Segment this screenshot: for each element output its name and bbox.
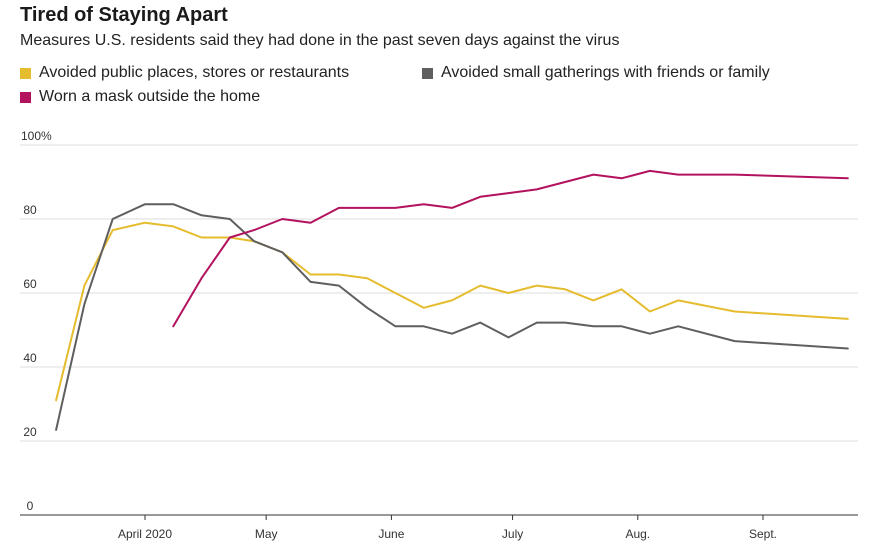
y-tick-label-100: 100%	[21, 129, 52, 143]
chart-title: Tired of Staying Apart	[20, 4, 228, 26]
y-tick-label-40: 40	[23, 351, 37, 365]
legend-swatch-small-gatherings	[422, 67, 433, 79]
y-tick-label-0: 0	[27, 499, 34, 513]
chart-series	[55, 169, 849, 431]
x-tick-label-2: June	[378, 527, 404, 541]
series-line-mask	[172, 169, 849, 328]
legend-swatch-public-places	[20, 67, 31, 79]
series-line-public-places	[55, 221, 849, 402]
legend-label-public-places: Avoided public places, stores or restaur…	[39, 64, 350, 81]
legend-item-small-gatherings: Avoided small gatherings with friends or…	[422, 64, 770, 82]
x-tick-label-3: July	[502, 527, 523, 541]
chart-legend: Avoided public places, stores or restaur…	[20, 64, 860, 112]
legend-label-small-gatherings: Avoided small gatherings with friends or…	[441, 64, 770, 81]
chart-axes: 100% 80 60 40 20 0 April 2020 May June July Aug. Se…	[20, 129, 858, 541]
chart-gridlines	[20, 144, 858, 442]
legend-item-public-places: Avoided public places, stores or restaur…	[20, 64, 349, 82]
legend-swatch-mask	[20, 91, 31, 103]
y-tick-label-80: 80	[23, 203, 37, 217]
y-tick-label-20: 20	[23, 425, 37, 439]
x-tick-label-0: April 2020	[118, 527, 172, 541]
legend-label-mask: Worn a mask outside the home	[39, 88, 261, 105]
series-line-small-gatherings	[55, 203, 849, 431]
y-tick-label-60: 60	[23, 277, 37, 291]
x-tick-label-4: Aug.	[625, 527, 650, 541]
legend-item-mask: Worn a mask outside the home	[20, 88, 260, 106]
chart-subtitle: Measures U.S. residents said they had do…	[20, 32, 620, 49]
x-tick-label-1: May	[255, 527, 278, 541]
x-tick-label-5: Sept.	[749, 527, 777, 541]
